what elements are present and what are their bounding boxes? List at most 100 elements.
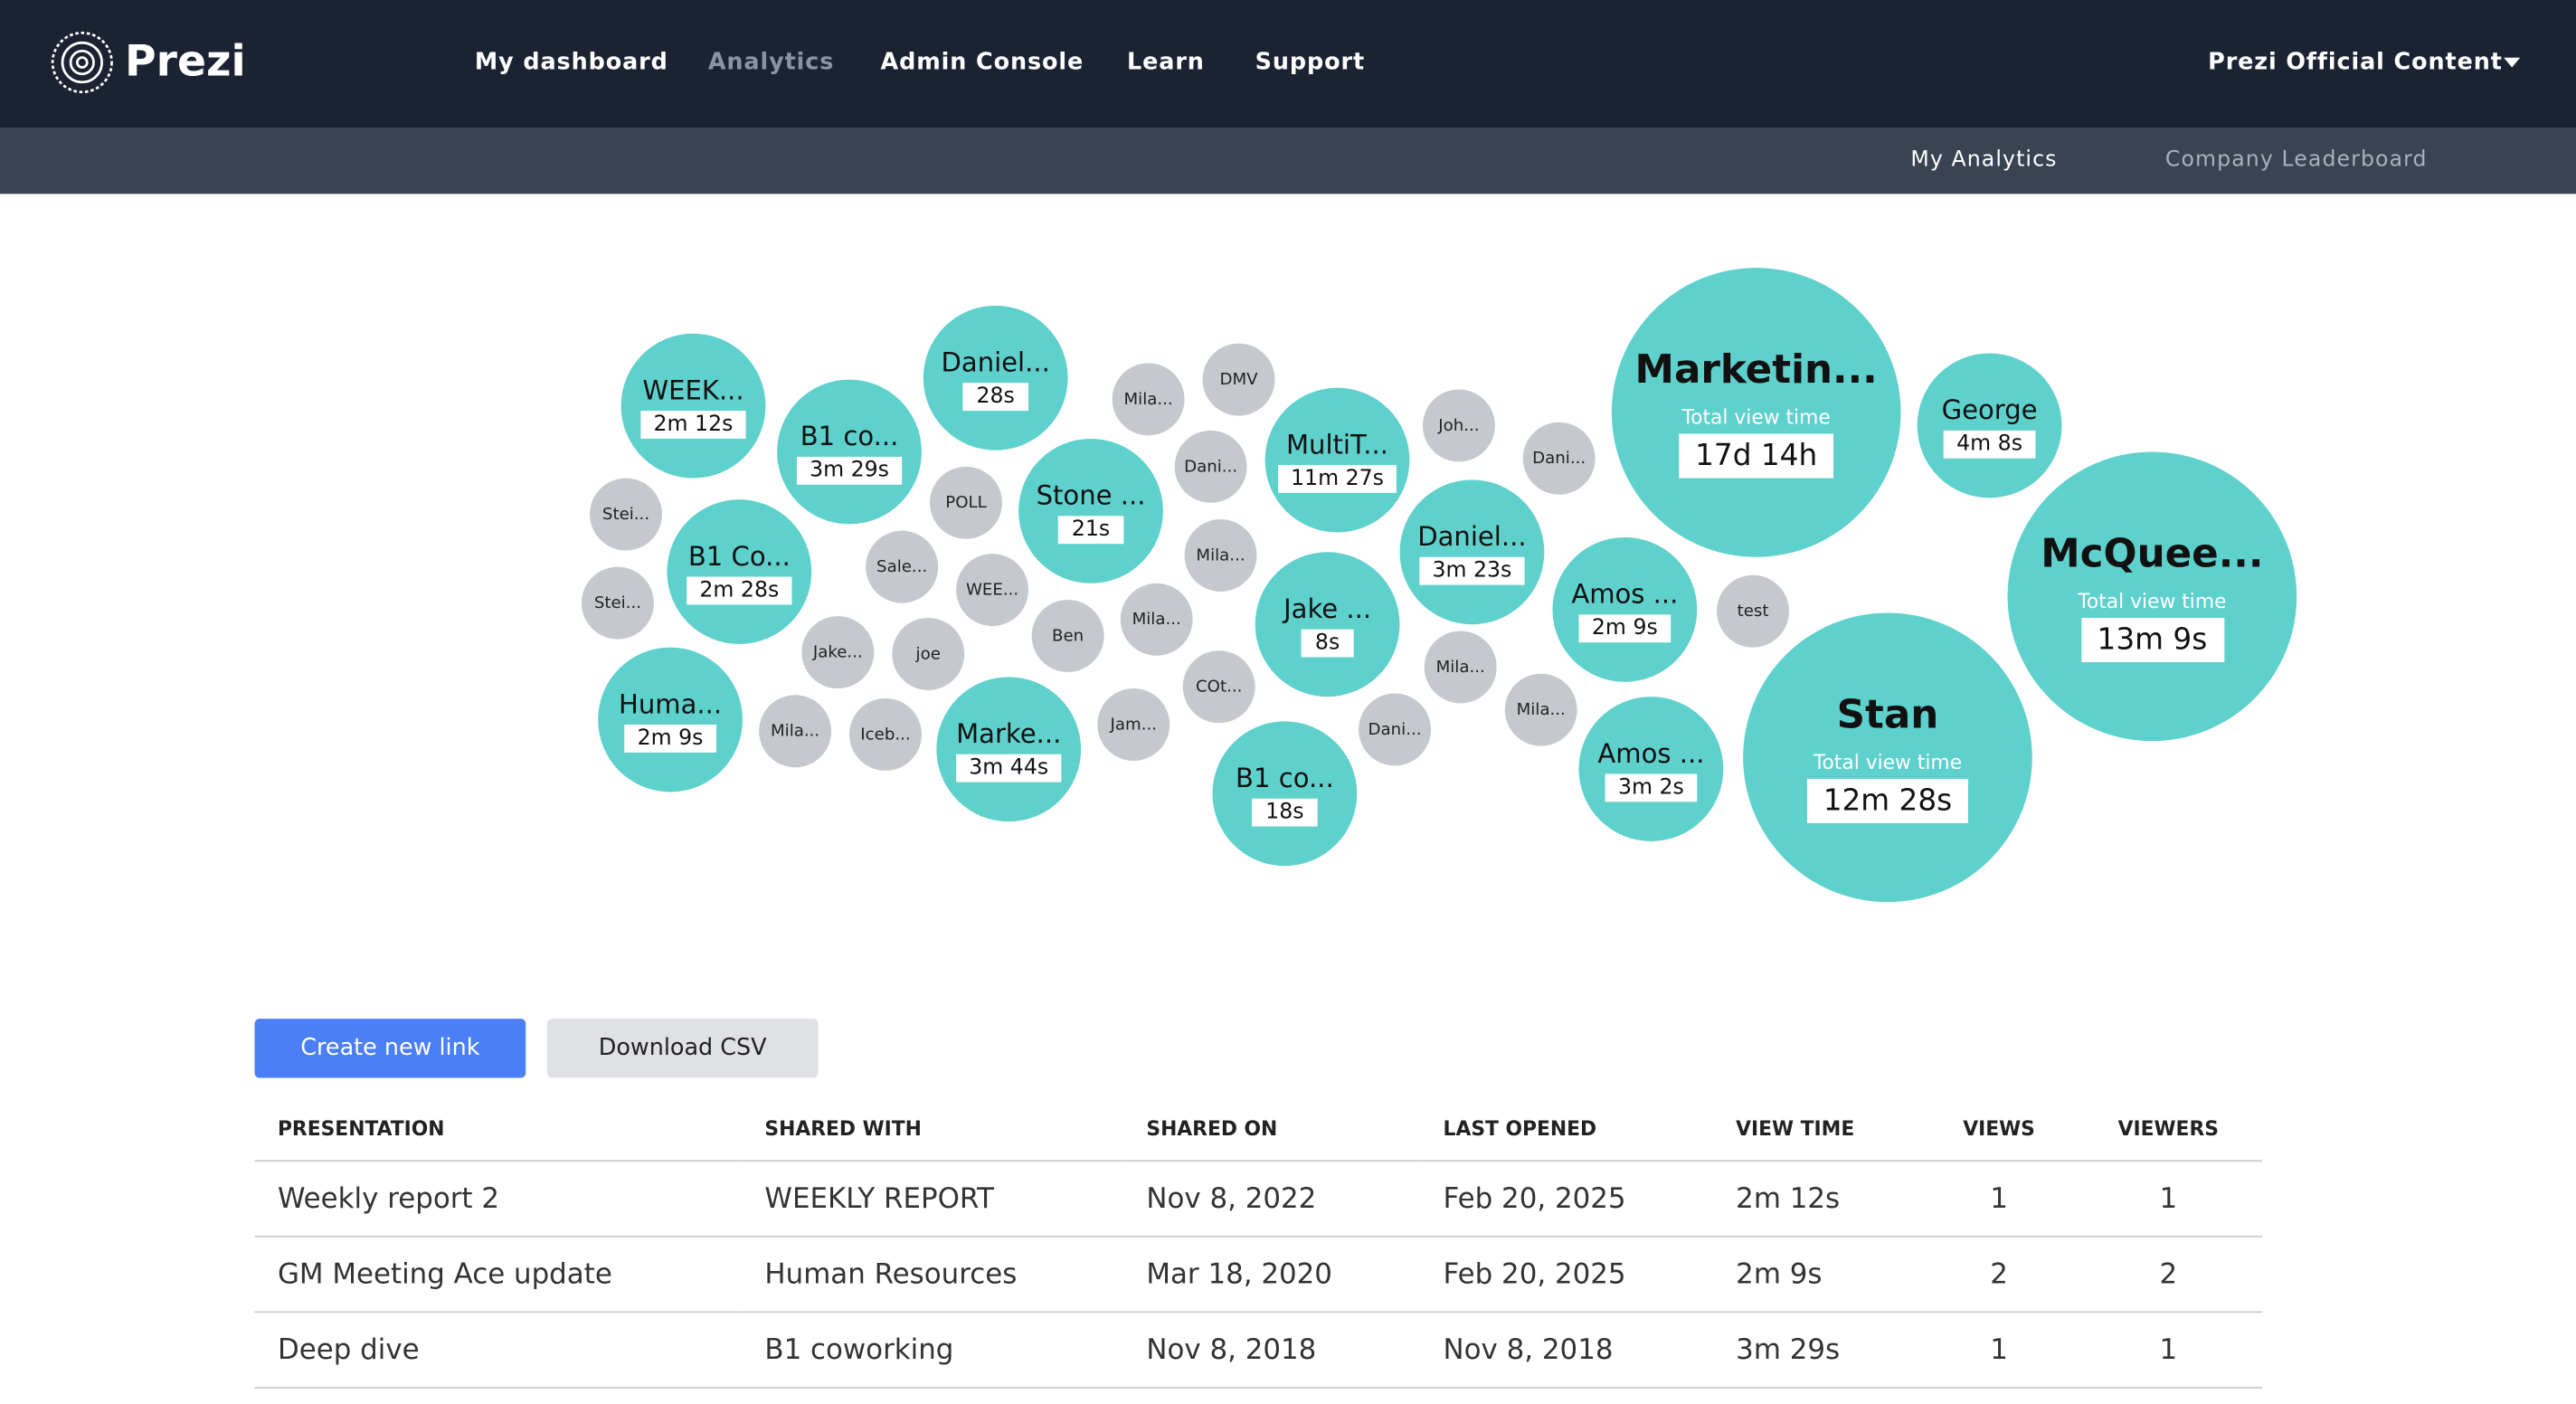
small-bubble[interactable]: Jam... [1097,688,1170,761]
bubble-label: B1 co... [800,420,899,451]
bubble-time: 8s [1302,628,1353,657]
bubble-label: WEEK... [642,374,744,405]
table-row[interactable]: Weekly report 2 WEEKLY REPORT Nov 8, 2022 F… [254,1161,2263,1238]
bubble-caption: Total view time [2078,590,2227,613]
table-row[interactable]: GM Meeting Ace update Human Resources Mar … [254,1236,2263,1314]
bubble-label: B1 co... [1236,761,1334,793]
presentation-bubble[interactable]: Jake ... 8s [1255,552,1400,697]
bubble-label: Stan [1836,691,1939,738]
bubble-time: 18s [1252,797,1318,826]
account-menu[interactable]: Prezi Official Content [2208,49,2503,76]
small-bubble[interactable]: Jake... [801,616,875,689]
bubble-caption: Total view time [1813,751,1963,774]
small-bubble[interactable]: DMV [1202,343,1275,416]
small-bubble[interactable]: Joh... [1422,389,1495,462]
table-cell: 2m 12s [1712,1161,1924,1238]
small-bubble[interactable]: Mila... [1424,631,1497,704]
presentation-bubble[interactable]: Amos ... 3m 2s [1578,697,1724,841]
bubble-label: MultiT... [1285,428,1389,460]
small-bubble[interactable]: Stei... [590,478,662,551]
small-bubble[interactable]: COt... [1182,650,1255,724]
small-bubble[interactable]: Mila... [1120,583,1193,656]
small-bubble[interactable]: WEE... [956,554,1029,627]
small-bubble[interactable]: Dani... [1174,430,1247,503]
bubble-label: McQuee... [2041,530,2264,577]
presentation-bubble[interactable]: B1 Co... 2m 28s [667,499,812,645]
table-cell: Deep dive [254,1312,742,1389]
column-header: SHARED WITH [741,1097,1123,1162]
presentation-bubble[interactable]: Huma... 2m 9s [598,647,743,792]
bubble-time: 4m 8s [1943,429,2036,458]
small-bubble[interactable]: joe [892,617,965,690]
table-cell: 3m 29s [1712,1312,1924,1389]
nav-item[interactable]: Admin Console [880,49,1084,76]
presentation-bubble[interactable]: McQuee... Total view time 13m 9s [2007,451,2297,742]
table-cell: WEEKLY REPORT [741,1161,1123,1238]
bubble-time: 3m 29s [796,456,903,484]
presentation-bubble[interactable]: B1 co... 18s [1212,721,1358,867]
presentation-bubble[interactable]: Marke... 3m 44s [936,677,1082,822]
small-bubble[interactable]: Stei... [581,566,654,640]
dropdown-arrow [2504,57,2521,68]
table-cell: Human Resources [741,1236,1123,1314]
table-cell: 1 [2074,1161,2263,1238]
subnav-item[interactable]: Company Leaderboard [2164,147,2428,173]
presentation-bubble[interactable]: Stone ... 21s [1018,438,1163,583]
nav-item[interactable]: Support [1255,49,1366,76]
bubble-label: George [1941,394,2038,425]
column-header: VIEWERS [2074,1097,2263,1162]
table-cell: GM Meeting Ace update [254,1236,742,1314]
create-link-button[interactable]: Create new link [254,1019,526,1078]
small-bubble[interactable]: Mila... [1112,363,1185,436]
table-cell: 1 [1923,1161,2075,1238]
column-header: VIEW TIME [1712,1097,1924,1162]
small-bubble[interactable]: Ben [1031,599,1104,672]
presentation-bubble[interactable]: Marketin... Total view time 17d 14h [1611,268,1901,557]
small-bubble[interactable]: POLL [930,466,1002,539]
bubble-label: Daniel... [941,346,1050,377]
subnav-item[interactable]: My Analytics [1910,147,2058,173]
presentation-bubble[interactable]: B1 co... 3m 29s [777,379,922,525]
logo[interactable]: Prezi [49,30,246,96]
bubble-time: 2m 12s [639,410,746,439]
presentation-bubble[interactable]: Daniel... 28s [923,305,1068,451]
small-bubble[interactable]: Mila... [1504,673,1577,746]
column-header: LAST OPENED [1420,1097,1713,1162]
top-bar: Prezi My dashboard Analytics Admin Conso… [0,0,2576,128]
presentation-bubble[interactable]: Stan Total view time 12m 28s [1743,612,2032,903]
bubble-time: 2m 28s [686,575,792,604]
logo-text: Prezi [125,37,246,88]
small-bubble[interactable]: Mila... [759,695,832,768]
table-cell: Nov 8, 2018 [1122,1312,1421,1389]
small-bubble[interactable]: Sale... [866,530,939,603]
table-cell: Nov 8, 2018 [1420,1312,1713,1389]
small-bubble[interactable]: Mila... [1184,518,1257,592]
table-row[interactable]: Deep dive B1 coworking Nov 8, 2018 Nov 8, 2… [254,1312,2263,1389]
table-cell: B1 coworking [741,1312,1123,1389]
presentation-bubble[interactable]: MultiT... 11m 27s [1264,387,1410,533]
small-bubble[interactable]: Iceb... [849,697,922,771]
small-bubble[interactable]: Dani... [1359,693,1432,766]
bubble-label: Daniel... [1417,519,1527,552]
table-cell: 1 [2074,1312,2263,1389]
small-bubble[interactable]: test [1717,574,1789,648]
logo-icon [51,31,113,94]
download-csv-button[interactable]: Download CSV [546,1019,819,1078]
bubble-label: B1 Co... [687,539,791,572]
nav-item[interactable]: My dashboard [474,49,668,76]
table-cell: Feb 20, 2025 [1420,1236,1713,1314]
presentation-bubble[interactable]: WEEK... 2m 12s [620,333,766,479]
links-table: PRESENTATION SHARED WITH SHARED ON LAST OPE… [254,1097,2263,1389]
small-bubble[interactable]: Dani... [1522,422,1596,495]
table-cell: 2 [2074,1236,2263,1314]
nav-item[interactable]: Learn [1127,49,1205,76]
presentation-bubble[interactable]: Amos ... 2m 9s [1552,536,1698,682]
bubble-label: Amos ... [1571,577,1679,609]
bubble-time: 28s [962,382,1028,411]
table-cell: Weekly report 2 [254,1161,742,1238]
presentation-bubble[interactable]: George 4m 8s [1917,353,2062,498]
bubble-time: 21s [1058,515,1123,544]
bubble-time: 11m 27s [1277,464,1397,492]
presentation-bubble[interactable]: Daniel... 3m 23s [1399,479,1545,625]
nav-item[interactable]: Analytics [707,49,835,76]
